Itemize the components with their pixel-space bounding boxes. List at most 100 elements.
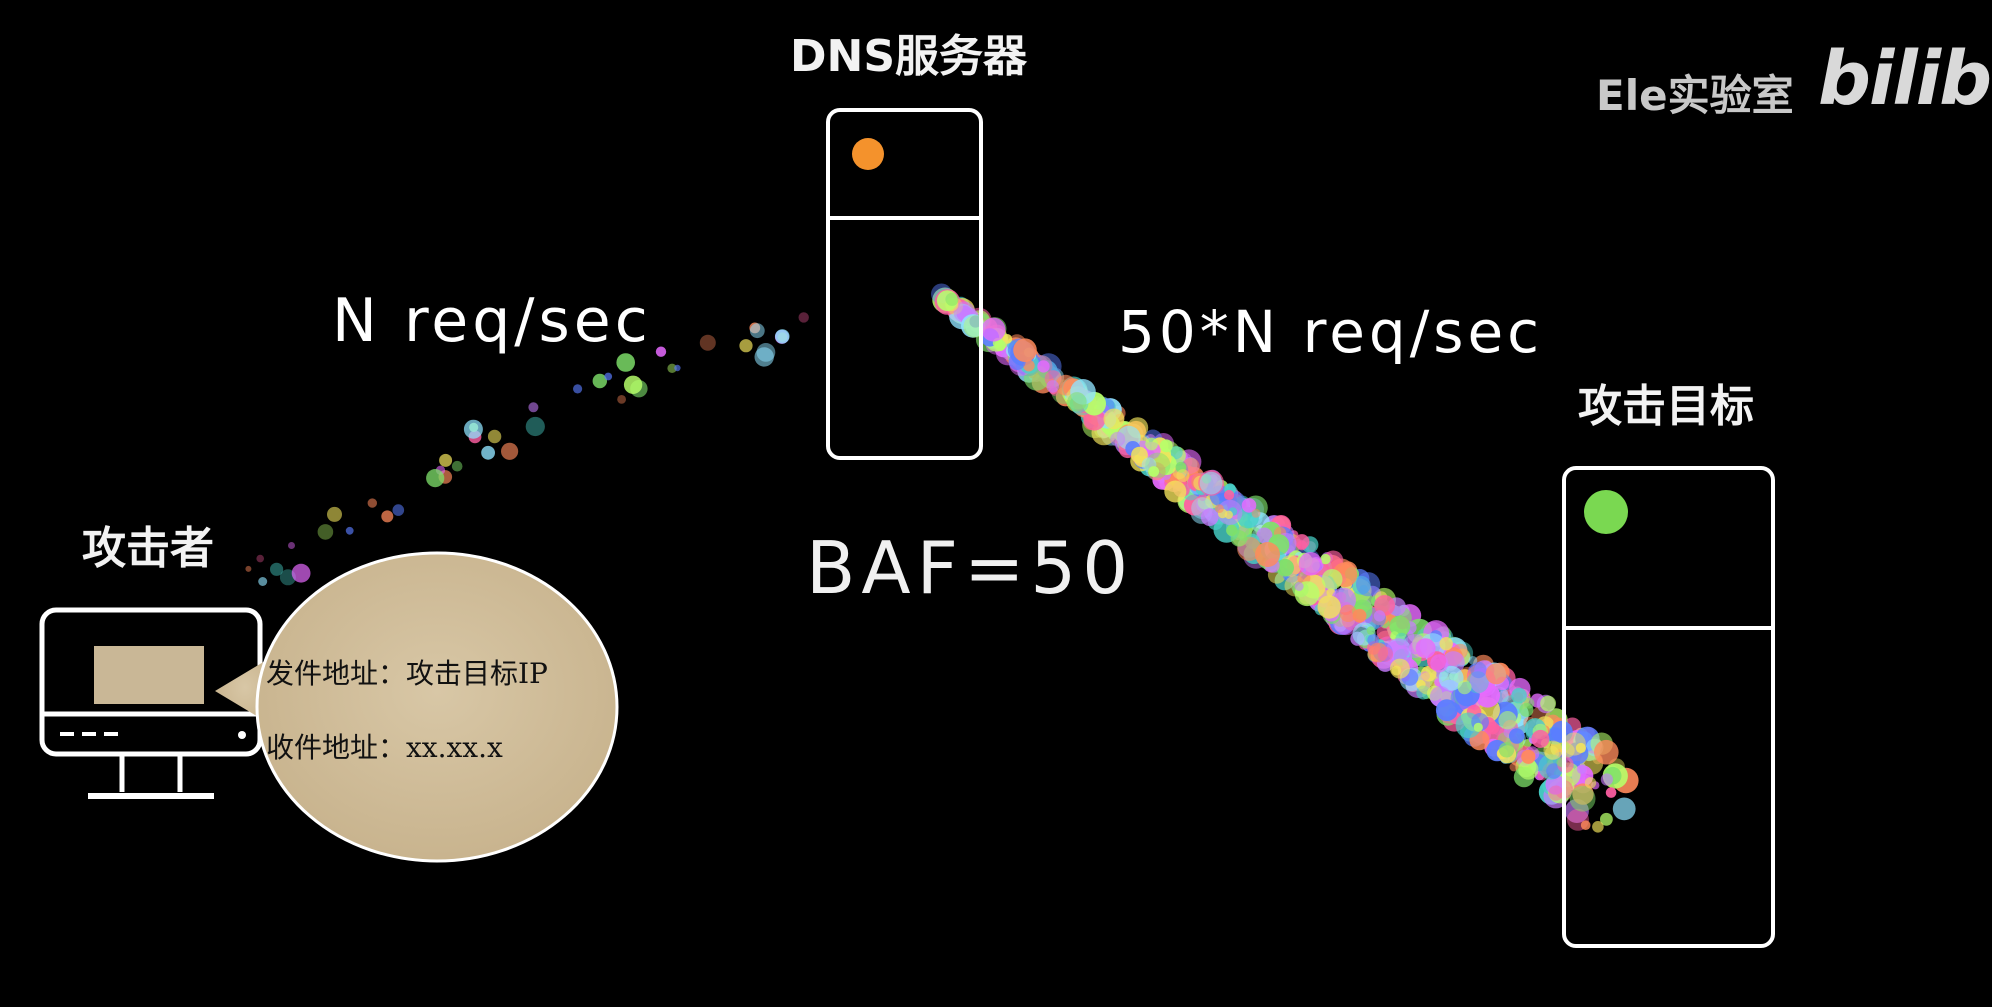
incoming-particle <box>674 364 681 372</box>
outgoing-particle <box>1366 626 1376 635</box>
target-status-indicator <box>1584 490 1628 534</box>
incoming-particle <box>245 565 252 572</box>
incoming-particle <box>528 402 539 413</box>
outgoing-particle <box>1046 380 1059 393</box>
dns-server-label: DNS服务器 <box>790 31 1028 82</box>
outgoing-particle <box>1511 687 1527 704</box>
incoming-particle <box>655 346 667 357</box>
outgoing-particle <box>1317 595 1341 619</box>
outgoing-particle <box>1519 702 1534 717</box>
outgoing-particle <box>1376 624 1392 640</box>
outgoing-particle <box>1320 553 1331 565</box>
outgoing-particle <box>1356 572 1381 597</box>
outgoing-particle <box>1545 774 1566 795</box>
incoming-particle <box>739 339 753 353</box>
incoming-particle <box>616 353 635 372</box>
outgoing-particle <box>1244 520 1253 529</box>
outgoing-particle <box>1148 466 1160 477</box>
outgoing-particle <box>969 315 982 328</box>
outgoing-particle <box>1251 508 1261 518</box>
outgoing-particle <box>1037 360 1050 373</box>
outgoing-particle <box>1576 764 1587 774</box>
target-server-label: 攻击目标 <box>1578 381 1754 432</box>
incoming-particle <box>481 445 495 460</box>
outgoing-particle <box>1241 498 1257 513</box>
outgoing-particle <box>1224 489 1235 501</box>
outgoing-particle <box>1569 785 1596 812</box>
outgoing-particle <box>1580 820 1591 830</box>
outgoing-particle <box>1438 665 1464 691</box>
incoming-particle <box>775 329 790 344</box>
outgoing-particle <box>1164 480 1187 503</box>
incoming-particle <box>345 526 354 535</box>
outgoing-particle <box>1485 663 1507 685</box>
outgoing-particle <box>936 290 958 311</box>
outgoing-particle <box>1377 646 1394 662</box>
outgoing-particle <box>1256 527 1273 544</box>
incoming-particle <box>288 542 295 549</box>
incoming-particle <box>256 554 265 563</box>
packet-from-address: 发件地址：攻击目标IP <box>266 657 548 690</box>
outgoing-particle <box>1294 582 1304 591</box>
outgoing-particle <box>1562 732 1586 756</box>
outgoing-particle <box>1592 821 1604 833</box>
outgoing-particle <box>1215 504 1224 513</box>
incoming-particle <box>592 373 607 389</box>
incoming-particle <box>699 334 716 351</box>
outgoing-particle <box>1110 431 1126 447</box>
dns-server-divider <box>830 216 979 220</box>
incoming-particle <box>367 498 377 508</box>
incoming-particle <box>749 323 765 339</box>
outgoing-particle <box>1199 471 1223 495</box>
outgoing-particle <box>1612 797 1636 821</box>
outgoing-particle <box>1339 604 1357 622</box>
baf-label: BAF=50 <box>806 526 1135 610</box>
outgoing-particle <box>1255 542 1280 567</box>
incoming-particle <box>317 524 334 540</box>
dns-status-indicator <box>852 138 884 170</box>
incoming-particle <box>258 577 268 586</box>
outgoing-particle <box>1466 671 1489 694</box>
incoming-particle <box>327 506 342 522</box>
incoming-rate-label: N req/sec <box>332 286 652 356</box>
outgoing-particle <box>981 317 1006 342</box>
incoming-particle <box>463 419 483 439</box>
outgoing-particle <box>1531 729 1550 748</box>
outgoing-particle <box>1276 558 1294 577</box>
channel-watermark: Ele实验室 <box>1596 71 1794 120</box>
target-server <box>1562 466 1775 948</box>
incoming-particle <box>451 460 463 472</box>
incoming-particle <box>381 510 394 523</box>
outgoing-particle <box>1159 439 1173 453</box>
outgoing-particle <box>1509 728 1525 744</box>
outgoing-particle <box>1600 773 1613 786</box>
incoming-particle <box>439 453 453 467</box>
incoming-particle <box>623 375 643 394</box>
outgoing-particle <box>1540 695 1556 712</box>
outgoing-particle <box>1298 552 1323 576</box>
outgoing-particle <box>1521 749 1536 764</box>
outgoing-particle <box>1321 569 1343 590</box>
outgoing-particle <box>1103 408 1125 430</box>
outgoing-rate-label: 50*N req/sec <box>1118 298 1544 366</box>
outgoing-particle <box>1294 534 1310 550</box>
outgoing-particle <box>1600 812 1613 826</box>
outgoing-particle <box>1430 654 1449 673</box>
incoming-particle <box>798 312 809 323</box>
incoming-particle <box>392 504 405 516</box>
outgoing-particle <box>1224 510 1234 519</box>
outgoing-particle <box>1473 722 1483 732</box>
outgoing-particle <box>1169 446 1183 460</box>
outgoing-particle <box>1067 392 1087 412</box>
outgoing-particle <box>1543 740 1563 760</box>
outgoing-particle <box>1584 777 1597 789</box>
target-server-divider <box>1566 626 1771 630</box>
incoming-particle <box>754 347 774 367</box>
incoming-particle <box>573 384 583 394</box>
outgoing-particle <box>1237 506 1259 529</box>
outgoing-particle <box>1176 469 1190 483</box>
incoming-particle <box>617 395 626 404</box>
outgoing-particle <box>1023 359 1035 372</box>
outgoing-particle <box>1518 759 1539 780</box>
outgoing-particle <box>1230 530 1248 547</box>
